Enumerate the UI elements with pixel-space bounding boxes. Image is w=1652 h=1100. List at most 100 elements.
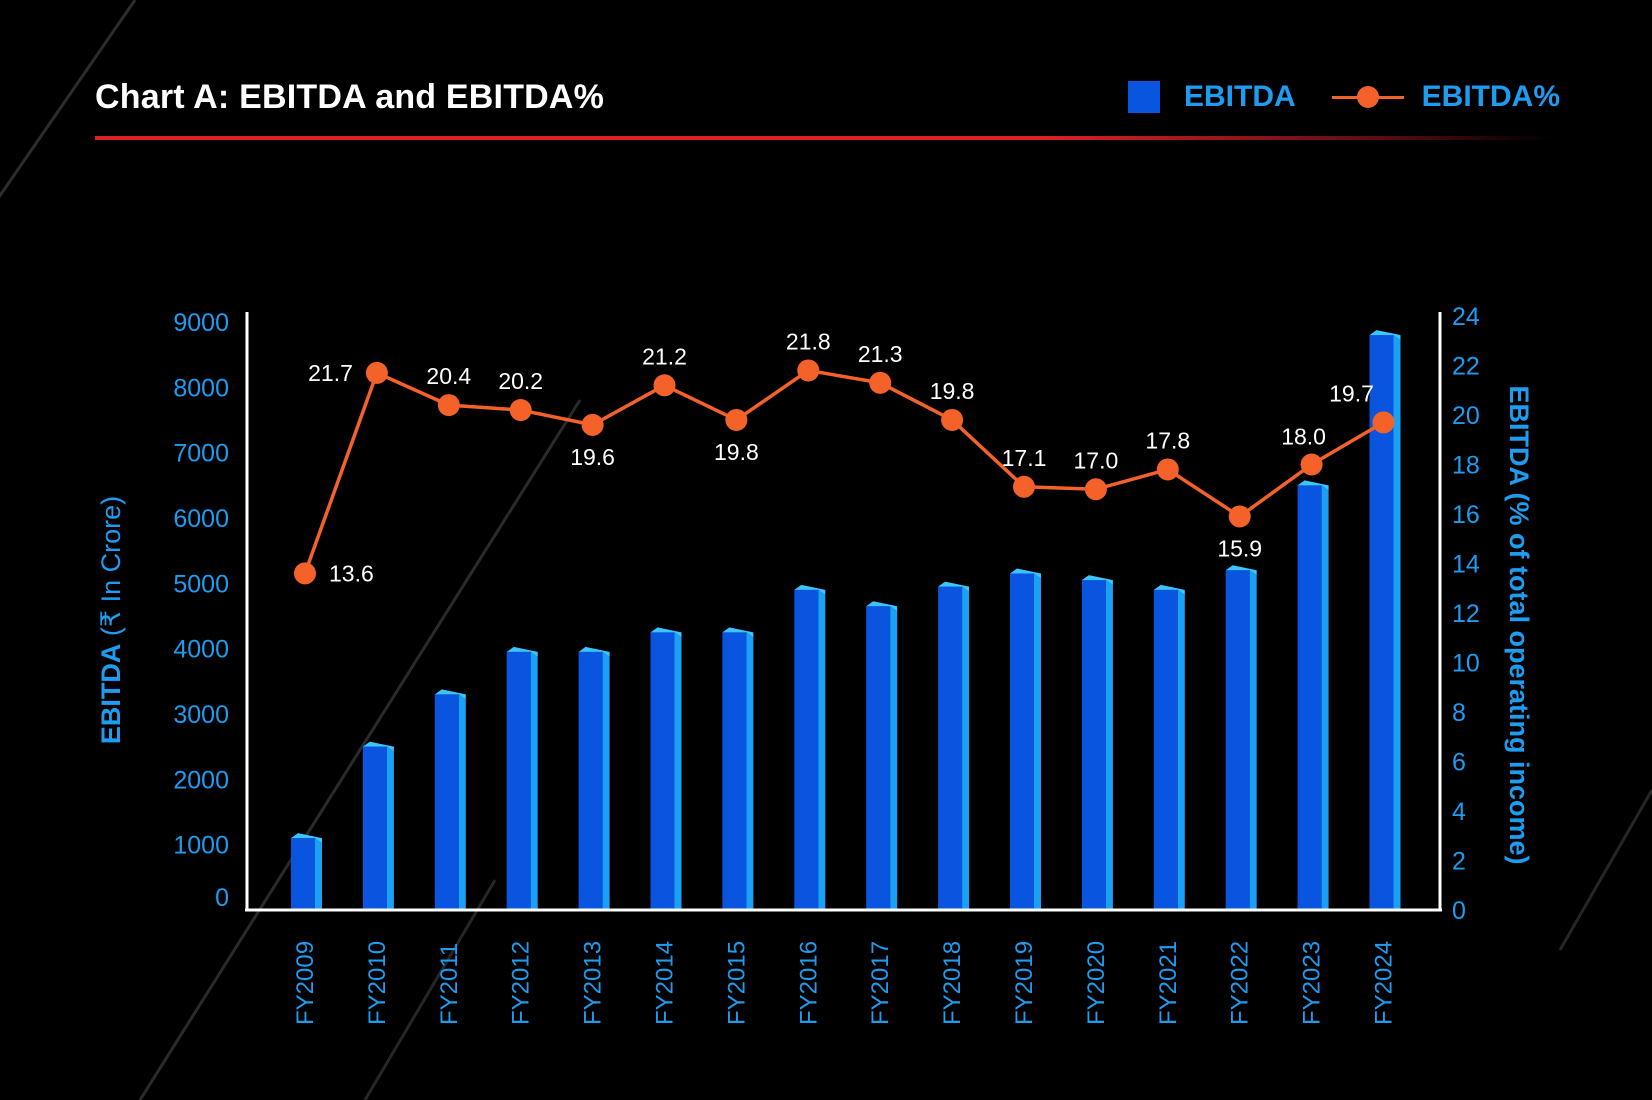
line-point-fy2023: [1300, 453, 1323, 476]
left-tick-label: 2000: [173, 766, 229, 794]
bar-top: [1369, 330, 1401, 341]
bar-front: [506, 651, 531, 910]
bar-top: [722, 627, 754, 638]
line-point-fy2015: [725, 408, 748, 431]
bar-fy2020: [1081, 575, 1113, 910]
left-axis-title-rest: (₹ In Crore): [96, 496, 126, 644]
x-tick-label: FY2010: [364, 941, 391, 1025]
background-diagonal-line: [0, 0, 137, 199]
bar-front: [362, 746, 387, 910]
line-data-label: 19.8: [714, 439, 759, 465]
left-tick-label: 5000: [173, 570, 229, 598]
right-tick-label: 24: [1452, 303, 1480, 331]
bar-side: [674, 632, 682, 910]
bar-fy2017: [866, 601, 898, 910]
x-tick-label: FY2016: [795, 941, 822, 1025]
right-tick-label: 14: [1452, 551, 1480, 579]
bar-fy2019: [1010, 568, 1041, 910]
line-data-label: 20.4: [426, 363, 471, 389]
line-data-label: 15.9: [1217, 535, 1262, 561]
bar-front: [650, 632, 675, 910]
x-tick-label: FY2019: [1011, 941, 1038, 1025]
right-tick-label: 12: [1452, 600, 1480, 628]
x-tick-label: FY2014: [652, 941, 679, 1025]
line-point-fy2024: [1372, 411, 1395, 434]
bar-side: [1321, 485, 1329, 910]
left-tick-label: 4000: [173, 636, 229, 664]
legend-label-ebitda: EBITDA: [1183, 80, 1296, 113]
bar-side: [890, 606, 898, 910]
right-axis-title: EBITDA (% of total operating income): [1504, 386, 1534, 865]
bar-fy2021: [1153, 584, 1185, 910]
line-point-fy2021: [1156, 458, 1179, 481]
bar-side: [315, 838, 322, 910]
right-tick-label: 8: [1452, 699, 1466, 727]
bar-fy2011: [434, 689, 466, 910]
bar-top: [1153, 584, 1185, 595]
right-tick-label: 10: [1452, 650, 1480, 678]
bar-front: [938, 586, 963, 910]
bar-top: [291, 833, 322, 844]
bar-front: [866, 606, 891, 910]
left-tick-label: 7000: [173, 440, 229, 468]
title-divider: [95, 136, 1555, 140]
bar-fy2013: [578, 646, 610, 910]
line-data-label: 18.0: [1281, 424, 1326, 450]
right-tick-label: 20: [1452, 402, 1480, 430]
bar-side: [746, 632, 754, 910]
line-data-label: 21.3: [858, 341, 903, 367]
line-data-label: 17.1: [1002, 445, 1047, 471]
bar-front: [1225, 570, 1250, 910]
background-diagonal-line: [138, 399, 582, 1100]
x-tick-label: FY2011: [436, 943, 463, 1025]
x-axis-ticks: FY2009 FY2010 FY2011 FY2012 FY2013 FY2014 FY20…: [292, 941, 1398, 1025]
line-data-label: 19.7: [1329, 380, 1374, 406]
bar-side: [1034, 573, 1041, 910]
x-tick-label: FY2009: [292, 941, 319, 1025]
left-axis-title-bold: EBITDA: [96, 644, 126, 745]
axes: [245, 312, 1442, 912]
line-data-label: 17.8: [1145, 427, 1190, 453]
bar-fy2014: [650, 627, 682, 910]
bar-fy2012: [506, 646, 538, 910]
bar-side: [386, 746, 394, 910]
bar-top: [434, 689, 466, 700]
line-data-label: 21.8: [786, 328, 831, 354]
bar-top: [938, 581, 970, 592]
line-point-fy2022: [1228, 505, 1251, 528]
line-data-label: 13.6: [329, 560, 374, 586]
bar-front: [1153, 589, 1178, 910]
line-data-label: 21.7: [308, 360, 353, 386]
bar-side: [962, 586, 970, 910]
x-tick-label: FY2020: [1083, 941, 1110, 1025]
line-point-fy2017: [869, 371, 892, 394]
bar-side: [818, 589, 826, 910]
line-data-label: 19.6: [570, 444, 615, 470]
line-data-label: 20.2: [498, 368, 543, 394]
left-tick-label: 6000: [173, 505, 229, 533]
chart-title: Chart A: EBITDA and EBITDA%: [95, 78, 605, 116]
bar-side: [1105, 580, 1113, 910]
bar-top: [578, 646, 610, 657]
x-tick-label: FY2021: [1155, 941, 1182, 1025]
bar-series-ebitda: [291, 330, 1401, 911]
x-tick-label: FY2012: [508, 941, 535, 1025]
bar-side: [458, 694, 466, 910]
bar-front: [722, 632, 747, 910]
bar-top: [794, 584, 826, 595]
bar-top: [1225, 565, 1257, 576]
background-diagonal-line: [363, 879, 497, 1100]
right-tick-label: 22: [1452, 353, 1480, 381]
left-tick-label: 3000: [173, 701, 229, 729]
bar-top: [1081, 575, 1113, 586]
bar-top: [866, 601, 898, 612]
line-point-fy2014: [653, 374, 676, 397]
bar-fy2023: [1297, 480, 1329, 910]
x-tick-label: FY2023: [1299, 941, 1326, 1025]
bar-top: [1297, 480, 1329, 491]
right-tick-label: 0: [1452, 897, 1466, 925]
